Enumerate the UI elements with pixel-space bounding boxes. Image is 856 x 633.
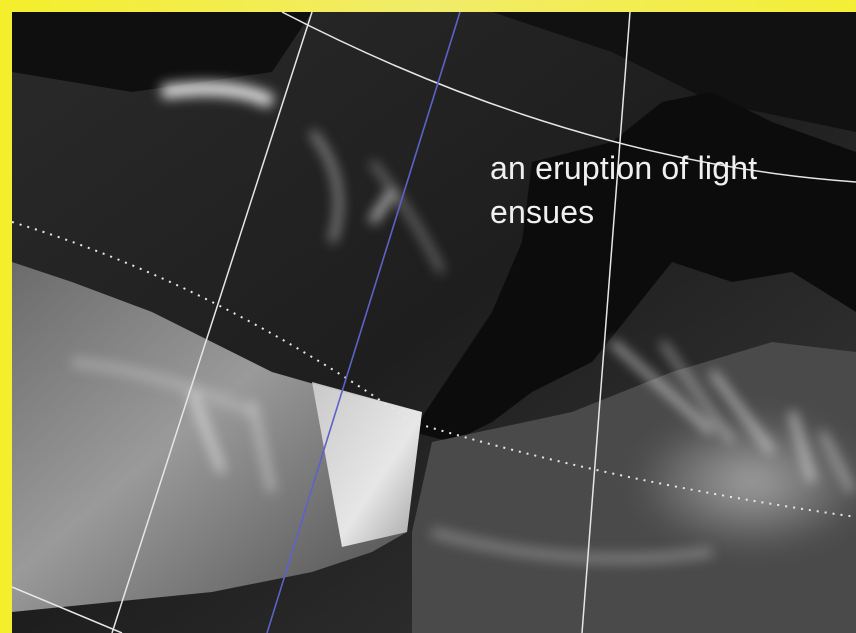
aurora-image-panel: an eruption of light ensues	[12, 12, 856, 633]
caption-line-1: an eruption of light	[490, 150, 758, 186]
meridian-line-blue	[266, 12, 461, 633]
latitude-arc-lower	[12, 586, 123, 633]
latitude-arc-upper	[281, 12, 856, 183]
aurora-rays	[71, 81, 855, 564]
graticule-lines	[12, 12, 856, 633]
aurora-mosaic	[12, 12, 856, 633]
bright-aurora-patch	[312, 382, 422, 547]
lower-left-aurora-panel	[12, 262, 422, 612]
caption: an eruption of light ensues	[490, 146, 757, 234]
dark-upper-right	[492, 12, 856, 132]
meridian-line-right	[581, 12, 631, 633]
dark-upper-left	[12, 12, 312, 92]
caption-line-2: ensues	[490, 194, 595, 230]
meridian-line-left	[111, 12, 313, 633]
dark-jagged-region	[412, 92, 856, 442]
dotted-latitude-line	[12, 221, 856, 518]
